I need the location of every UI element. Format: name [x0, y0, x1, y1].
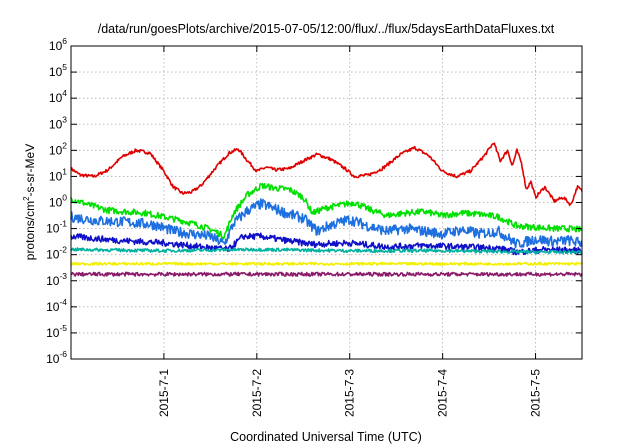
y-axis-ticks: 10-6 10-5 10-4 10-3 10-2 10-1 100 101 102 103 104 1…	[46, 36, 582, 366]
series-line-7	[70, 271, 583, 277]
x-tick-label: 2015-7-2	[250, 369, 264, 417]
series-line-6	[70, 261, 583, 266]
y-tick-label: 104	[49, 88, 67, 105]
x-axis-label: Coordinated Universal Time (UTC)	[230, 430, 422, 444]
series-line-3	[70, 198, 583, 249]
y-tick-label: 100	[49, 193, 67, 210]
chart-title: /data/run/goesPlots/archive/2015-07-05/1…	[98, 22, 555, 36]
y-tick-label: 10-3	[46, 271, 67, 288]
series-line-2	[70, 182, 583, 240]
y-tick-label: 106	[49, 36, 67, 53]
x-tick-label: 2015-7-3	[343, 369, 357, 417]
x-tick-label: 2015-7-5	[529, 369, 543, 417]
x-tick-label: 2015-7-4	[436, 369, 450, 417]
series-line-4	[70, 232, 583, 256]
y-tick-label: 10-2	[46, 245, 67, 262]
x-axis-ticks: 2015-7-1 2015-7-2 2015-7-3 2015-7-4 2015-7-5	[157, 46, 543, 417]
series-line-5	[70, 247, 583, 255]
y-tick-label: 10-1	[46, 219, 67, 236]
y-tick-label: 103	[49, 114, 67, 131]
y-tick-label: 10-4	[46, 297, 67, 314]
x-tick-label: 2015-7-1	[157, 369, 171, 417]
grid	[71, 46, 582, 359]
y-tick-label: 10-5	[46, 323, 67, 340]
series-line-1	[70, 142, 583, 207]
series-group	[70, 142, 583, 277]
y-tick-label: 105	[49, 62, 67, 79]
y-axis-label: protons/cm2-s-sr-MeV	[22, 144, 37, 260]
y-tick-label: 101	[49, 166, 67, 183]
y-tick-label: 102	[49, 140, 67, 157]
y-tick-label: 10-6	[46, 349, 67, 366]
